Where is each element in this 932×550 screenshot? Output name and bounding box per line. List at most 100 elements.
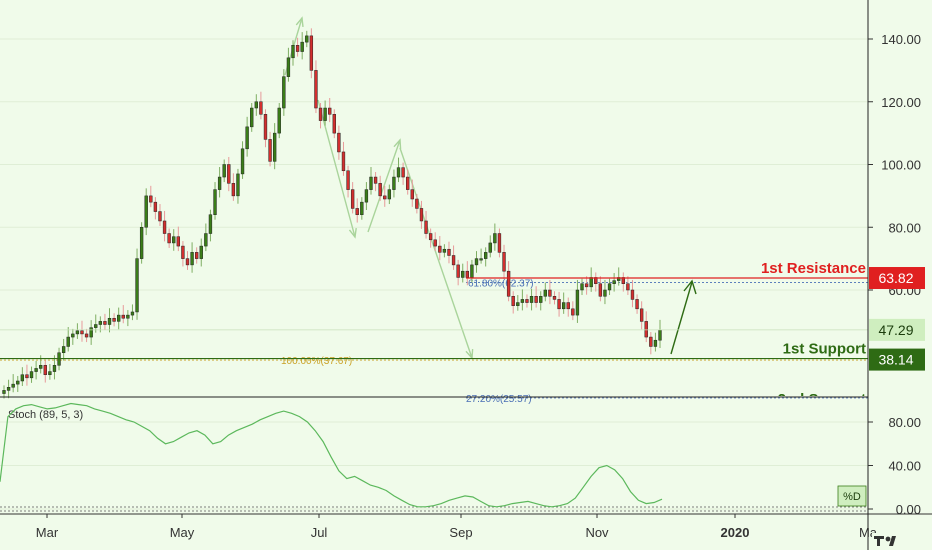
stoch-axis[interactable]: 80.00 40.00 0.00 <box>868 415 921 517</box>
resistance-badge: 63.82 <box>878 270 913 286</box>
second-support-group: 2nd Support <box>778 391 866 408</box>
candle <box>277 107 281 134</box>
stoch-series-badge <box>837 485 867 507</box>
candle <box>392 176 396 190</box>
guide-arrowhead <box>393 138 402 150</box>
candle <box>557 299 561 310</box>
guide-arrow <box>367 139 401 233</box>
candle <box>575 289 580 316</box>
candle <box>428 233 433 241</box>
candle <box>396 167 401 178</box>
candle <box>236 173 240 197</box>
time-tick-label: Mar <box>36 525 59 540</box>
candle <box>584 283 589 288</box>
candle <box>103 321 107 325</box>
candle <box>415 198 419 209</box>
candle <box>607 283 612 291</box>
candle <box>506 270 511 297</box>
candle <box>488 242 492 253</box>
second-support-label: 2nd Support <box>778 391 866 408</box>
candle <box>75 330 80 335</box>
candle <box>144 195 148 228</box>
candle <box>6 387 11 391</box>
fib-label: 61.80%(62.37) <box>468 279 534 290</box>
candle <box>190 252 194 266</box>
candle <box>406 176 410 190</box>
price-pane[interactable]: 61.80%(62.37) 100.00%(37.67) 27.20%(25.57)… <box>0 16 868 408</box>
candle <box>208 214 213 234</box>
stoch-tick-label: 0.00 <box>896 502 921 517</box>
candle <box>16 380 20 385</box>
candle <box>149 195 153 203</box>
candle <box>153 201 158 212</box>
candle <box>516 302 520 306</box>
candle <box>167 233 171 244</box>
candle <box>355 208 359 215</box>
candle <box>612 280 616 284</box>
candle <box>470 264 474 278</box>
candle <box>2 390 6 394</box>
candle <box>117 314 121 322</box>
candle <box>552 296 557 300</box>
candle <box>199 245 203 259</box>
candle <box>66 336 70 347</box>
candle <box>84 333 89 338</box>
candle <box>511 296 515 306</box>
candle <box>465 270 470 278</box>
candle <box>341 151 346 172</box>
candle <box>502 252 506 272</box>
support-badge-bg <box>869 348 925 371</box>
candle <box>250 107 254 128</box>
candle <box>520 299 525 303</box>
candle <box>360 201 364 215</box>
candle <box>603 289 607 297</box>
candle <box>305 35 309 43</box>
candle <box>172 236 176 244</box>
candle <box>653 339 658 347</box>
candle <box>328 107 332 115</box>
candle <box>71 333 75 338</box>
candle <box>126 314 130 319</box>
candle <box>61 346 66 354</box>
candle <box>185 258 190 266</box>
candle <box>644 321 648 338</box>
time-tick-label: Jul <box>311 525 328 540</box>
candle <box>589 277 593 288</box>
candle <box>626 283 630 291</box>
time-axis[interactable]: Mar May Jul Sep Nov 2020 Ma <box>36 514 878 540</box>
candle <box>369 176 373 190</box>
axis-badges: 63.82 47.29 38.14 <box>869 267 925 371</box>
candle <box>240 148 245 175</box>
candle <box>80 330 84 335</box>
candle <box>346 170 350 190</box>
level-lines: 1st Resistance 1st Support 2nd Support <box>0 260 868 408</box>
candle <box>639 308 644 322</box>
candle <box>364 189 369 203</box>
candle <box>204 233 208 247</box>
projection-arrowhead <box>683 279 697 295</box>
time-tick-label: Sep <box>449 525 472 540</box>
candle <box>410 189 414 200</box>
candle <box>98 321 103 325</box>
candle <box>451 255 456 266</box>
candle <box>442 248 447 253</box>
candle <box>474 258 479 266</box>
candle <box>39 365 43 369</box>
candle <box>245 126 249 150</box>
candle <box>373 176 378 184</box>
price-tick-label: 80.00 <box>888 220 921 235</box>
candle <box>309 35 314 71</box>
candle <box>286 57 291 77</box>
candle <box>282 76 286 109</box>
candle <box>29 371 34 379</box>
candle <box>25 374 29 379</box>
candle <box>135 258 139 313</box>
candle <box>561 302 566 310</box>
stoch-pane[interactable]: Stoch (89, 5, 3) %D <box>0 402 868 512</box>
candle <box>658 329 662 341</box>
price-tick-label: 100.00 <box>881 158 921 173</box>
resistance-label: 1st Resistance <box>761 260 866 277</box>
fib-label: 27.20%(25.57) <box>466 394 532 405</box>
